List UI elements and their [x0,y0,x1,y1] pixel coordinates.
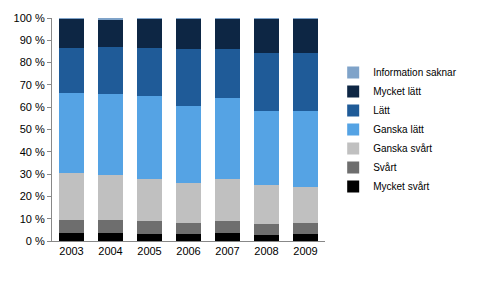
svg-text:2008: 2008 [254,245,278,257]
svg-text:Svårt: Svårt [373,162,397,173]
svg-text:2006: 2006 [176,245,200,257]
svg-text:20 %: 20 % [20,190,45,202]
svg-text:Ganska lätt: Ganska lätt [373,124,424,135]
svg-text:10 %: 10 % [20,213,45,225]
svg-text:0 %: 0 % [26,235,45,247]
svg-text:30 %: 30 % [20,168,45,180]
svg-text:2007: 2007 [215,245,239,257]
svg-text:2009: 2009 [293,245,317,257]
svg-text:40 %: 40 % [20,146,45,158]
svg-text:90 %: 90 % [20,34,45,46]
svg-text:Mycket svårt: Mycket svårt [373,181,429,192]
svg-text:60 %: 60 % [20,101,45,113]
svg-text:2003: 2003 [59,245,83,257]
svg-text:Information saknar: Information saknar [373,67,456,78]
svg-text:Ganska svårt: Ganska svårt [373,143,432,154]
svg-text:100 %: 100 % [14,12,45,24]
svg-text:50 %: 50 % [20,123,45,135]
svg-text:80 %: 80 % [20,56,45,68]
svg-text:Mycket lätt: Mycket lätt [373,86,421,97]
svg-text:Lätt: Lätt [373,105,390,116]
svg-text:70 %: 70 % [20,79,45,91]
svg-text:2004: 2004 [98,245,122,257]
svg-text:2005: 2005 [137,245,161,257]
